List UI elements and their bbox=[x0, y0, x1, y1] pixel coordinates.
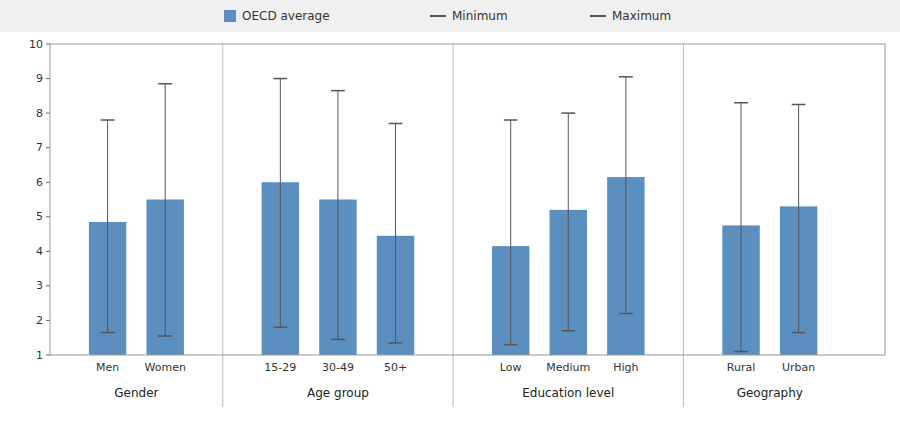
maximum-marker bbox=[331, 90, 345, 92]
y-tick-label: 9 bbox=[36, 72, 43, 85]
y-tick-label: 7 bbox=[36, 141, 43, 154]
x-tick-label: 50+ bbox=[384, 361, 407, 374]
legend-label: Minimum bbox=[452, 9, 508, 23]
minimum-marker bbox=[504, 344, 518, 346]
x-tick-label: Rural bbox=[727, 361, 755, 374]
y-tick-label: 10 bbox=[29, 38, 43, 51]
y-tick-label: 4 bbox=[36, 245, 43, 258]
range-line bbox=[741, 103, 742, 352]
group-label: Gender bbox=[114, 386, 158, 400]
x-tick-label: High bbox=[613, 361, 638, 374]
y-tick-label: 5 bbox=[36, 210, 43, 223]
maximum-marker bbox=[158, 83, 172, 85]
range-line bbox=[107, 120, 108, 333]
range-line bbox=[510, 120, 511, 345]
y-tick-label: 1 bbox=[36, 349, 43, 362]
minimum-marker bbox=[792, 332, 806, 334]
group-label: Age group bbox=[307, 386, 369, 400]
range-line bbox=[337, 91, 338, 340]
legend-swatch bbox=[224, 10, 236, 22]
legend-background bbox=[0, 0, 900, 32]
legend-swatch bbox=[430, 15, 446, 17]
range-line bbox=[625, 77, 626, 314]
group-label: Education level bbox=[522, 386, 614, 400]
x-axis: Men Women 15-29 30-49 50+ Low Medium High Rural U… bbox=[96, 361, 815, 400]
x-tick-label: Men bbox=[96, 361, 119, 374]
minimum-marker bbox=[331, 339, 345, 341]
y-tick bbox=[46, 113, 50, 114]
plot-area bbox=[89, 77, 817, 355]
x-tick-label: Women bbox=[144, 361, 185, 374]
maximum-marker bbox=[101, 119, 115, 121]
y-tick-label: 6 bbox=[36, 176, 43, 189]
minimum-marker bbox=[158, 335, 172, 337]
legend-swatch bbox=[590, 15, 606, 17]
y-tick-label: 8 bbox=[36, 107, 43, 120]
range-line bbox=[165, 84, 166, 336]
maximum-marker bbox=[273, 78, 287, 80]
y-tick bbox=[46, 251, 50, 252]
plot-background bbox=[50, 44, 885, 355]
maximum-marker bbox=[504, 119, 518, 121]
x-tick-label: Urban bbox=[782, 361, 815, 374]
group-dividers bbox=[223, 44, 684, 407]
group-label: Geography bbox=[737, 386, 803, 400]
legend-label: OECD average bbox=[242, 9, 330, 23]
plot-frame bbox=[50, 44, 885, 355]
maximum-marker bbox=[619, 76, 633, 78]
minimum-marker bbox=[561, 330, 575, 332]
x-tick-label: 15-29 bbox=[264, 361, 296, 374]
y-tick bbox=[46, 285, 50, 286]
minimum-marker bbox=[273, 327, 287, 329]
range-line bbox=[395, 123, 396, 342]
minimum-marker bbox=[389, 342, 403, 344]
maximum-marker bbox=[561, 112, 575, 114]
maximum-marker bbox=[389, 123, 403, 125]
minimum-marker bbox=[101, 332, 115, 334]
range-line bbox=[568, 113, 569, 331]
minimum-marker bbox=[619, 313, 633, 315]
range-line bbox=[280, 79, 281, 328]
minimum-marker bbox=[734, 351, 748, 353]
y-tick-label: 3 bbox=[36, 279, 43, 292]
y-tick bbox=[46, 78, 50, 79]
y-tick-label: 2 bbox=[36, 314, 43, 327]
chart: OECD average Minimum Maximum 1 2 3 4 5 6 7 8 9 10 Men… bbox=[0, 0, 900, 423]
x-tick-label: Medium bbox=[546, 361, 590, 374]
y-tick bbox=[46, 355, 50, 356]
y-tick bbox=[46, 320, 50, 321]
group-divider bbox=[683, 44, 684, 407]
range-line bbox=[798, 104, 799, 332]
y-tick bbox=[46, 44, 50, 45]
group-divider bbox=[222, 44, 223, 407]
group-divider bbox=[453, 44, 454, 407]
y-tick bbox=[46, 182, 50, 183]
x-tick-label: Low bbox=[500, 361, 522, 374]
legend: OECD average Minimum Maximum bbox=[0, 0, 900, 32]
maximum-marker bbox=[734, 102, 748, 104]
y-tick bbox=[46, 147, 50, 148]
y-axis: 1 2 3 4 5 6 7 8 9 10 bbox=[29, 38, 50, 362]
y-tick bbox=[46, 216, 50, 217]
x-tick-label: 30-49 bbox=[322, 361, 354, 374]
legend-label: Maximum bbox=[612, 9, 671, 23]
maximum-marker bbox=[792, 104, 806, 106]
